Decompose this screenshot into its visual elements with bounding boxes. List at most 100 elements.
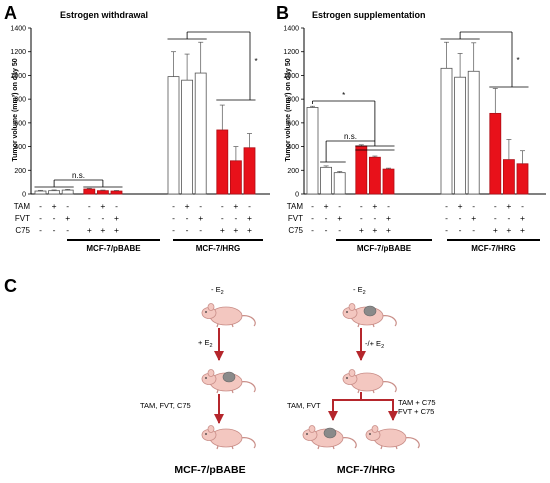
condition-sign: - (39, 225, 42, 235)
pbabe-plus-e2-label: + E2 (198, 338, 213, 349)
condition-sign: - (88, 201, 91, 211)
bar (306, 107, 319, 195)
condition-sign: - (494, 201, 497, 211)
panel-b: B Estrogen supplementation Tumor volume … (276, 3, 546, 253)
tumor (222, 371, 236, 383)
mouse-leg (380, 445, 383, 450)
condition-sign: + (471, 213, 476, 223)
mouse-leg (372, 323, 375, 328)
significance-label: * (254, 57, 257, 66)
condition-sign: - (53, 225, 56, 235)
mouse-tail (380, 381, 397, 393)
condition-sign: - (373, 213, 376, 223)
condition-sign: - (311, 201, 314, 211)
condition-row-label: FVT (288, 214, 303, 223)
condition-sign: - (445, 201, 448, 211)
y-tick-label: 400 (14, 144, 26, 151)
condition-sign: + (247, 213, 252, 223)
condition-sign: - (311, 225, 314, 235)
tumor (363, 305, 377, 317)
mouse-eye (205, 377, 207, 379)
condition-sign: + (233, 201, 238, 211)
condition-sign: + (114, 225, 119, 235)
condition-sign: + (386, 225, 391, 235)
condition-sign: - (325, 213, 328, 223)
panel-b-title: Estrogen supplementation (312, 10, 426, 20)
condition-sign: + (506, 201, 511, 211)
significance-label: * (516, 56, 519, 65)
y-tick-label: 200 (287, 168, 299, 175)
condition-sign: + (100, 225, 105, 235)
condition-sign: - (459, 213, 462, 223)
mouse-leg (357, 323, 360, 328)
mouse-ear (348, 303, 356, 311)
condition-sign: - (221, 213, 224, 223)
hrg-arrow-branch-right (361, 399, 398, 421)
mouse-ear (207, 425, 215, 433)
mouse-leg (372, 389, 375, 394)
bar (320, 166, 333, 195)
mouse-ear (207, 303, 215, 311)
condition-sign: - (325, 225, 328, 235)
condition-sign: + (372, 225, 377, 235)
mouse-tail (239, 315, 256, 327)
mouse-tail (239, 437, 256, 449)
bar (216, 129, 229, 195)
group-label: MCF-7/HRG (471, 244, 515, 253)
y-tick-label: 800 (14, 97, 26, 104)
bar (110, 190, 123, 195)
condition-sign: - (360, 201, 363, 211)
y-tick-label: 1200 (283, 49, 299, 56)
condition-sign: - (387, 201, 390, 211)
condition-sign: - (199, 201, 202, 211)
mouse-leg (216, 389, 219, 394)
bar (97, 190, 109, 195)
mouse-eye (306, 433, 308, 435)
mouse-leg (231, 445, 234, 450)
bar (229, 160, 242, 195)
panel-c: C - E2 + E2 TAM, FVT, C75 MCF-7/pBABE - … (4, 276, 436, 476)
mouse-leg (231, 323, 234, 328)
condition-sign: + (52, 201, 57, 211)
condition-sign: - (360, 213, 363, 223)
bar (181, 79, 194, 195)
bar (489, 112, 502, 195)
mouse-icon (201, 369, 256, 394)
condition-sign: - (101, 213, 104, 223)
condition-sign: - (199, 225, 202, 235)
mouse-leg (332, 445, 335, 450)
mouse-icon (365, 425, 420, 450)
bar (243, 147, 256, 195)
bar (167, 76, 180, 195)
hrg-branch-left-label: TAM, FVT (287, 401, 321, 410)
hrg-e2-label: -/+ E2 (365, 339, 384, 350)
mouse-icon (302, 425, 357, 450)
condition-sign: + (520, 225, 525, 235)
mouse-eye (346, 311, 348, 313)
significance-label: * (342, 91, 345, 100)
condition-sign: + (506, 225, 511, 235)
condition-sign: + (324, 201, 329, 211)
condition-sign: - (507, 213, 510, 223)
condition-sign: - (53, 213, 56, 223)
panel-a-title: Estrogen withdrawal (60, 10, 148, 20)
condition-sign: + (359, 225, 364, 235)
condition-row-label: TAM (14, 202, 31, 211)
condition-sign: - (472, 201, 475, 211)
significance-label: n.s. (344, 132, 357, 141)
mouse-leg (357, 389, 360, 394)
bar (83, 188, 96, 195)
condition-sign: + (114, 213, 119, 223)
condition-sign: - (39, 213, 42, 223)
condition-sign: - (234, 213, 237, 223)
bar (382, 168, 395, 195)
condition-sign: + (337, 213, 342, 223)
tumor (323, 427, 337, 439)
condition-sign: - (88, 213, 91, 223)
y-tick-label: 1400 (10, 26, 26, 33)
mouse-leg (216, 445, 219, 450)
condition-sign: - (459, 225, 462, 235)
